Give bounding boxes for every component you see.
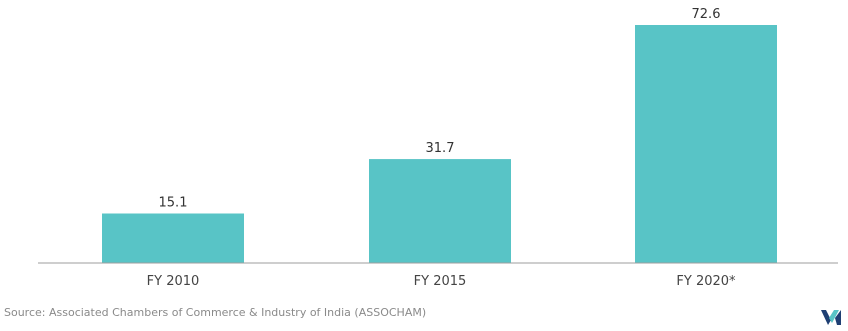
x-tick-label: FY 2010	[147, 274, 200, 289]
x-tick-labels-group: FY 2010 FY 2015 FY 2020*	[147, 274, 736, 289]
source-note: Source: Associated Chambers of Commerce …	[4, 306, 427, 319]
bar-value-label: 72.6	[692, 7, 721, 22]
brand-logo-icon	[820, 308, 842, 326]
value-labels-group: 15.1 31.7 72.6	[159, 7, 721, 210]
bar-fy-2010	[102, 213, 244, 263]
bars-group	[102, 25, 777, 263]
bar-value-label: 15.1	[159, 195, 188, 210]
bar-value-label: 31.7	[426, 141, 455, 156]
x-tick-label: FY 2020*	[676, 274, 736, 289]
x-tick-label: FY 2015	[414, 274, 467, 289]
bar-fy-2020	[635, 25, 777, 263]
bar-fy-2015	[369, 159, 511, 263]
